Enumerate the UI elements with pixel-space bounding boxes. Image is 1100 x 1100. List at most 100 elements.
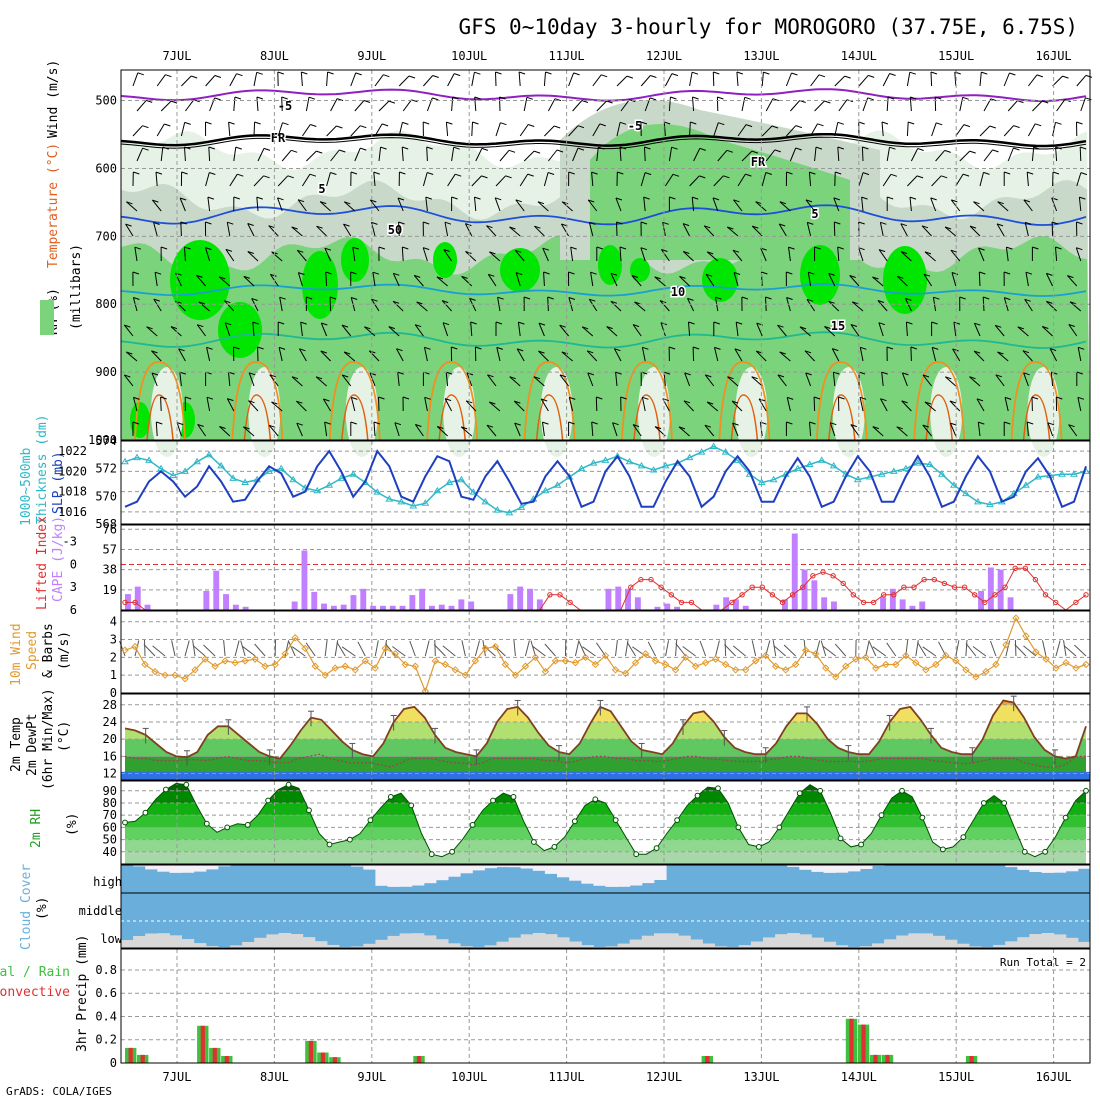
wind-barb xyxy=(935,150,946,162)
wind-barb-flag xyxy=(1080,146,1087,150)
wind-barb xyxy=(805,372,812,387)
wind10-point xyxy=(852,655,860,663)
wind-barb-flag xyxy=(591,171,598,175)
wind-barb-flag xyxy=(732,422,739,426)
wind-barb-flag xyxy=(154,271,162,275)
wind10-point xyxy=(1022,632,1030,640)
wind-barb-flag xyxy=(534,225,541,229)
wind10-barb xyxy=(699,640,707,657)
wind-barb xyxy=(126,201,138,212)
wind-barb xyxy=(268,225,279,237)
wind-barb xyxy=(513,400,525,412)
wind-barb-flag xyxy=(133,297,140,300)
rh2m-point xyxy=(715,785,721,792)
wind-barb xyxy=(543,71,546,87)
wind-barb-flag xyxy=(380,146,387,150)
wind-barb xyxy=(872,276,884,287)
thickness-point xyxy=(853,475,862,483)
wind-barb xyxy=(414,324,424,337)
wind-barb xyxy=(471,121,473,137)
cape-bar xyxy=(340,604,347,610)
wind-barb-flag xyxy=(500,122,507,126)
wind10-barb xyxy=(783,644,797,657)
wind10-point xyxy=(461,671,470,679)
wind10-label-c: & Barbs xyxy=(41,623,56,678)
cloud-low-gap xyxy=(605,946,619,948)
cloud-middle-label: middle xyxy=(79,904,122,918)
wind-barb-flag xyxy=(921,225,929,229)
wind-barb xyxy=(692,96,695,112)
wind-barb-flag xyxy=(281,96,288,100)
wind-barb xyxy=(1027,123,1036,137)
wind-barb-flag xyxy=(969,150,976,154)
wind10-barb xyxy=(682,646,696,657)
wind-barb-flag xyxy=(814,246,821,250)
wind-barb xyxy=(654,276,666,287)
wind-barb-flag xyxy=(236,73,243,77)
pressure-tick: 1000 xyxy=(88,433,117,447)
wind-barb xyxy=(834,122,839,137)
wind-barb xyxy=(872,426,884,437)
wind-barb xyxy=(953,322,957,337)
precip-convective-bar xyxy=(416,1056,422,1063)
wind-barb xyxy=(396,348,404,362)
cape-bar xyxy=(997,569,1004,610)
cape-bar xyxy=(664,603,671,610)
wind-barb-flag xyxy=(373,171,380,175)
cloud-high-gap xyxy=(363,865,376,870)
wind-barb-flag xyxy=(184,146,191,150)
wind-barb xyxy=(155,421,158,437)
wind-barb xyxy=(814,100,825,112)
wind-barb-flag xyxy=(402,121,409,125)
wind-barb xyxy=(1080,97,1086,112)
wind-barb-flag xyxy=(518,71,526,75)
wind-barb xyxy=(949,400,961,412)
cape-bar xyxy=(370,605,377,611)
wind-barb xyxy=(586,350,598,362)
rh-tick: 80 xyxy=(103,796,117,810)
precip-convective-bar xyxy=(885,1054,890,1063)
wind-barb xyxy=(806,222,812,237)
wind-barb xyxy=(995,374,1005,387)
wind10-point xyxy=(201,655,209,663)
wind-barb-flag xyxy=(1085,74,1093,78)
wind-barb xyxy=(805,199,815,212)
cloud-low-gap xyxy=(738,945,752,948)
thickness-point xyxy=(577,464,586,472)
wind-barb-flag xyxy=(962,173,970,177)
wind-barb xyxy=(668,96,671,112)
wind-barb-flag xyxy=(897,275,904,279)
wind-barb-flag xyxy=(596,396,603,400)
wind-barb xyxy=(548,149,558,162)
wind-barb-flag xyxy=(763,71,770,75)
wind-barb-flag xyxy=(951,199,958,203)
wind10-barb xyxy=(192,645,206,657)
wind-barb-flag xyxy=(515,249,522,253)
wind-barb-flag xyxy=(277,71,284,75)
cloud-low-gap xyxy=(121,940,134,948)
cloud-high-gap xyxy=(811,865,824,872)
rh-tick: 70 xyxy=(103,808,117,822)
rh2m-point xyxy=(674,817,680,823)
wind-barb-flag xyxy=(339,149,346,153)
thickness-point xyxy=(145,456,153,463)
wind-barb xyxy=(228,122,231,137)
day-label-bottom: 11JUL xyxy=(549,1070,585,1084)
cape-bar xyxy=(350,595,357,610)
wind-barb xyxy=(560,223,570,237)
rh2m-point xyxy=(1001,800,1008,806)
wind-barb-flag xyxy=(423,247,430,251)
lifted-index-point xyxy=(638,576,644,583)
wind-barb-flag xyxy=(1047,422,1055,426)
cloud-high-gap xyxy=(859,865,873,869)
cloud-high-gap xyxy=(472,865,485,871)
wind-barb xyxy=(906,72,911,87)
wind-barb xyxy=(315,376,327,387)
wind-barb-flag xyxy=(446,121,453,125)
wind-barb xyxy=(1032,100,1043,112)
day-label-top: 7JUL xyxy=(163,49,192,63)
wind-barb xyxy=(206,347,211,362)
wind-barb xyxy=(689,121,691,137)
wind-barb-flag xyxy=(771,125,779,129)
cloud-low-gap xyxy=(920,933,933,948)
